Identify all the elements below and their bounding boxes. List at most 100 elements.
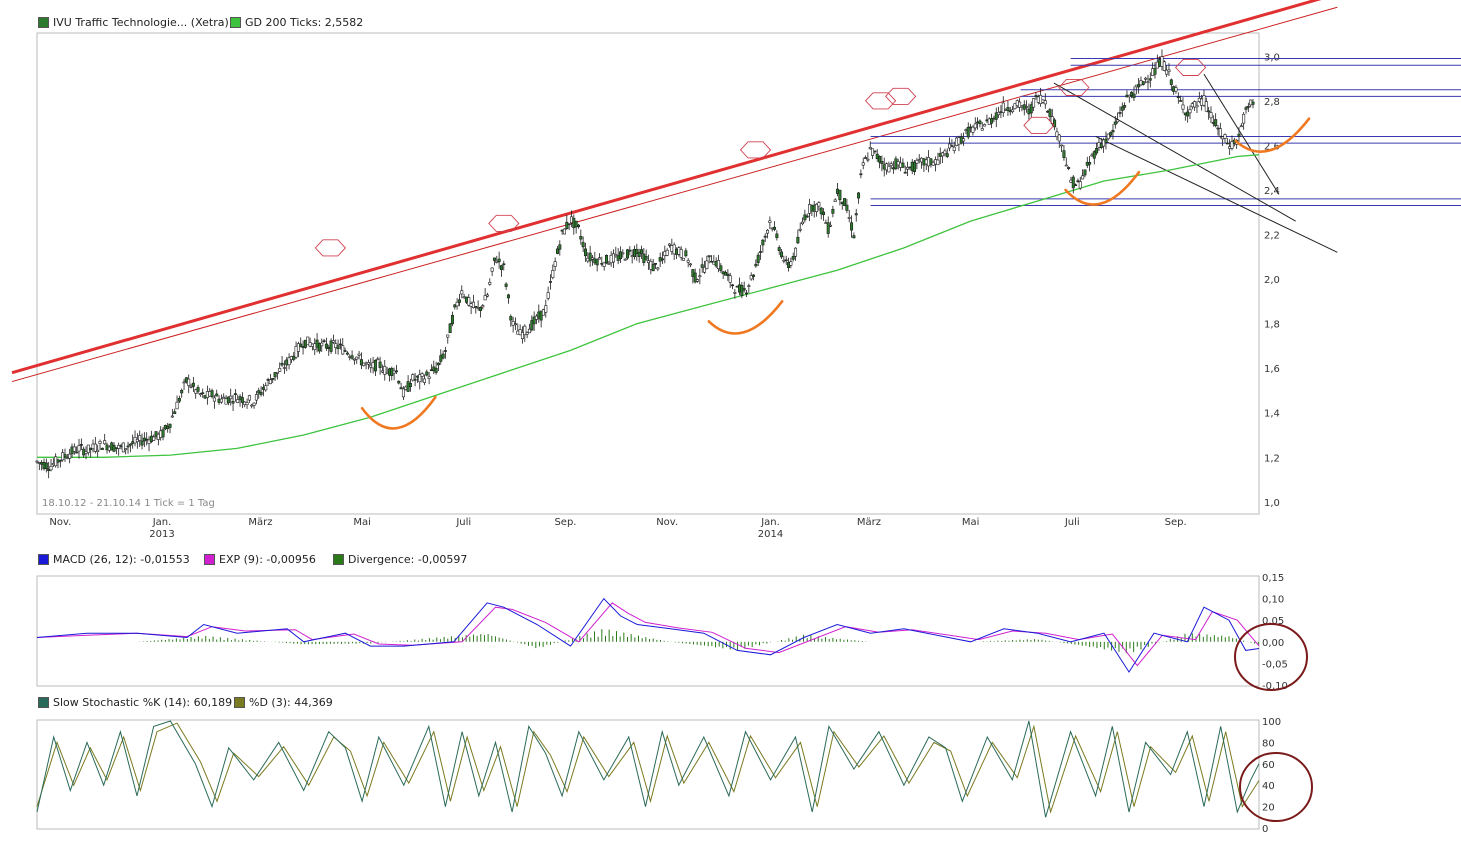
macd-y-tick-label: 0,15 [1262, 573, 1284, 584]
candle-body [1092, 151, 1096, 159]
candle-body [707, 255, 711, 258]
price-y-tick-label: 2,8 [1264, 97, 1280, 108]
candle-body [548, 281, 552, 283]
candle-body [1244, 107, 1248, 110]
candle-body [997, 112, 1001, 116]
candle-body [1102, 139, 1106, 147]
candle-body [1218, 128, 1222, 137]
candle-body [366, 362, 370, 365]
candle-body [1039, 94, 1043, 104]
candle-body [523, 325, 527, 336]
candle-body [497, 258, 501, 263]
candle-body [728, 275, 732, 283]
candle-body [1025, 106, 1029, 108]
candle-body [1165, 69, 1169, 75]
bottom-curve [1234, 117, 1311, 153]
candle-body [833, 199, 837, 203]
candle-body [1118, 112, 1122, 114]
candle-body [740, 285, 744, 297]
candle-body [68, 453, 72, 459]
candle-body [100, 447, 104, 450]
candle-body [362, 362, 366, 366]
candle-body [359, 359, 363, 366]
bottom-curve [707, 300, 784, 335]
candle-body [439, 355, 443, 362]
resistance-trendline-thin [11, 6, 1338, 383]
candle-body [222, 396, 226, 399]
candle-body [817, 202, 821, 207]
candle-body [693, 272, 697, 283]
candle-body [331, 340, 335, 343]
candle-body [604, 254, 608, 264]
stoch-k-line [36, 720, 1260, 818]
price-y-tick-label: 1,2 [1264, 453, 1280, 464]
candle-body [264, 385, 268, 391]
price-y-tick-label: 1,8 [1264, 320, 1280, 331]
candle-body [852, 235, 856, 239]
candle-body [801, 221, 805, 225]
candle-body [138, 435, 142, 441]
stoch-y-tick-label: 40 [1262, 781, 1275, 792]
candle-body [336, 345, 340, 350]
candle-body [282, 367, 286, 369]
candle-body [492, 257, 496, 261]
candle-body [455, 301, 459, 307]
channel-line [1053, 82, 1296, 222]
candle-body [436, 362, 440, 366]
candle-body [1011, 109, 1015, 113]
candle-body [661, 258, 665, 261]
candle-body [343, 350, 347, 352]
candle-body [602, 262, 606, 267]
candle-body [595, 259, 599, 266]
candle-body [229, 395, 233, 400]
candle-body [742, 288, 746, 291]
stoch-y-tick-label: 100 [1262, 717, 1281, 728]
candle-body [1153, 68, 1157, 75]
candle-body [1144, 77, 1148, 80]
price-x-tick-label: Nov. [49, 517, 71, 528]
candle-body [766, 229, 770, 234]
candle-body [639, 249, 643, 254]
macd-layer: 0,15 0,10 0,05 0,00 -0,05 -0,10 [36, 573, 1288, 692]
candle-body [145, 438, 149, 441]
candle-body [341, 345, 345, 355]
candle-body [826, 222, 830, 234]
candle-body [759, 251, 763, 253]
candle-body [201, 392, 205, 395]
candle-body [474, 306, 478, 308]
candle-body [1176, 96, 1180, 98]
candle-body [252, 402, 256, 406]
candle-body [980, 128, 984, 131]
price-x-tick-label: Jan. [152, 517, 172, 528]
candle-body [1113, 121, 1117, 125]
candle-body [873, 150, 877, 153]
candle-body [240, 397, 244, 403]
candle-body [175, 401, 179, 410]
candle-body [210, 390, 214, 397]
candle-body [443, 350, 447, 352]
candle-body [373, 359, 377, 372]
legend-swatch [38, 554, 49, 565]
candle-body [745, 292, 749, 295]
candle-body [1120, 106, 1124, 111]
candle-body [796, 236, 800, 244]
candle-body [614, 254, 618, 257]
legend-stoch-k: Slow Stochastic %K (14): 60,189 [38, 696, 232, 709]
candle-body [829, 224, 833, 227]
macd-highlight-circle [1234, 623, 1308, 691]
gd200-line [37, 154, 1260, 458]
stoch-layer: 100 80 60 40 20 0 [36, 717, 1281, 835]
candle-body [296, 343, 300, 352]
candle-body [520, 331, 524, 339]
candle-body [973, 123, 977, 129]
candle-body [913, 161, 917, 172]
candle-body [187, 378, 191, 386]
candle-body [399, 387, 403, 390]
candle-body [1062, 150, 1066, 158]
candle-body [1057, 134, 1061, 142]
candle-body [1162, 61, 1166, 71]
candle-body [831, 208, 835, 214]
candle-body [481, 305, 485, 308]
candle-body [789, 261, 793, 266]
